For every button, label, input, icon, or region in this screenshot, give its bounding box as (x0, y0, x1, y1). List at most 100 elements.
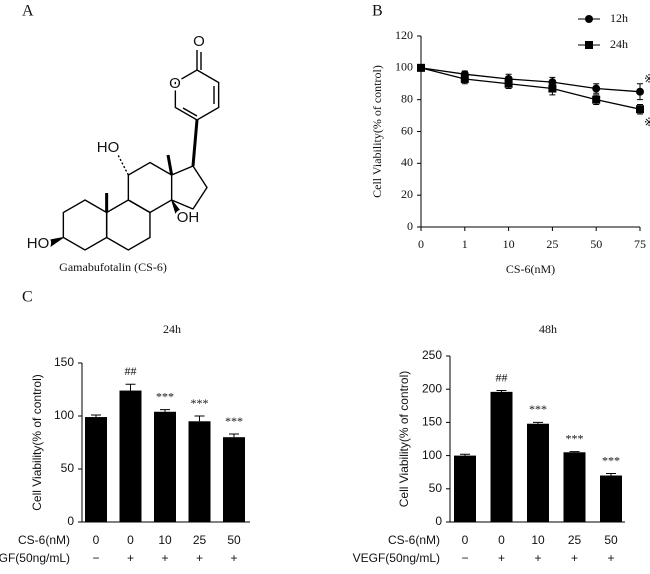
error-bar (160, 409, 170, 412)
atom-label: HO (27, 235, 50, 252)
treatment-label: + (230, 551, 237, 565)
y-tick-label: 80 (401, 91, 413, 105)
treatment-label: − (461, 551, 468, 565)
bar (85, 417, 107, 522)
error-bar (194, 415, 205, 422)
annotation: ## (125, 364, 137, 378)
annotation: *** (566, 431, 584, 445)
x-tick-label: 50 (590, 237, 602, 251)
marker (417, 63, 425, 72)
annotation: *** (156, 389, 174, 403)
marker (460, 74, 469, 83)
y-tick-label: 100 (395, 60, 413, 74)
legend-label: 24h (610, 37, 628, 51)
y-tick-label: 100 (54, 408, 74, 422)
treatment-label: + (196, 551, 203, 565)
y-axis-label: Cell Viability(% of control) (397, 371, 411, 508)
row-label: CS-6(nM) (18, 533, 70, 547)
row-label: CS-6(nM) (388, 533, 440, 547)
caption: Gamabufotalin (CS-6) (59, 260, 167, 274)
category-label: 0 (127, 533, 134, 547)
treatment-label: + (161, 551, 168, 565)
atom-label: O (193, 33, 205, 50)
y-axis-label: Cell Viability(% of control) (30, 374, 44, 511)
error-bar (496, 390, 507, 392)
marker (592, 84, 601, 93)
bar (527, 423, 549, 522)
chart-title: 24h (163, 322, 181, 336)
bar (223, 437, 245, 522)
marker (585, 41, 593, 49)
category-label: 10 (158, 533, 172, 547)
error-bar (125, 383, 136, 391)
series-line (420, 67, 641, 110)
y-tick-label: 20 (401, 187, 413, 201)
y-tick-label: 40 (401, 155, 413, 169)
chart-title: 48h (539, 322, 557, 336)
y-tick-label: 250 (422, 348, 442, 362)
treatment-label: + (534, 551, 541, 565)
category-label: 25 (568, 533, 582, 547)
x-axis-label: CS-6(nM) (506, 262, 555, 276)
series-line (420, 67, 641, 93)
error-bar (229, 433, 239, 438)
x-tick-label: 10 (503, 237, 515, 251)
atom-label: OH (177, 209, 200, 226)
treatment-label: + (607, 551, 614, 565)
structure (49, 50, 220, 251)
x-tick-label: 0 (418, 237, 424, 251)
legend-label: 12h (610, 11, 628, 25)
bar (563, 452, 586, 522)
bar (154, 411, 176, 522)
annotation: *** (225, 414, 243, 428)
category-label: 0 (498, 533, 505, 547)
atom-label: O (169, 75, 181, 92)
y-tick-label: 50 (429, 481, 443, 495)
annotation: ※ (644, 71, 650, 85)
y-axis-label: Cell Viability(% of control) (370, 65, 384, 198)
treatment-label: + (127, 551, 134, 565)
y-tick-label: 120 (395, 28, 413, 42)
bar (454, 455, 476, 522)
annotation: *** (602, 453, 620, 467)
y-tick-label: 0 (435, 514, 442, 528)
y-tick-label: 0 (67, 514, 74, 528)
error-bar (91, 414, 101, 418)
y-tick-label: 150 (54, 355, 74, 369)
bar (119, 390, 142, 522)
y-tick-label: 50 (61, 461, 75, 475)
y-tick-label: 100 (422, 448, 442, 462)
row-label: VEGF(50ng/mL) (353, 551, 440, 565)
marker (592, 95, 601, 104)
error-bar (606, 473, 616, 476)
panel-label: C (22, 289, 33, 306)
marker (636, 87, 644, 96)
error-bar (533, 421, 543, 424)
marker (636, 105, 644, 114)
bar (188, 421, 211, 522)
panel-label: B (372, 3, 383, 20)
treatment-label: − (92, 551, 99, 565)
category-label: 50 (604, 533, 618, 547)
annotation: *** (529, 402, 547, 416)
marker (504, 79, 513, 88)
error-bar (460, 453, 470, 456)
x-tick-label: 75 (634, 237, 646, 251)
panel-label: A (22, 3, 34, 20)
marker (585, 15, 593, 23)
treatment-label: + (498, 551, 505, 565)
category-label: 10 (531, 533, 545, 547)
error-bar (569, 451, 580, 453)
annotation: ※ (644, 115, 650, 129)
category-label: 50 (227, 533, 241, 547)
y-tick-label: 150 (422, 415, 442, 429)
category-label: 0 (93, 533, 100, 547)
annotation: ## (496, 370, 508, 384)
bar (490, 391, 513, 522)
y-tick-label: 200 (422, 381, 442, 395)
treatment-label: + (571, 551, 578, 565)
x-tick-label: 1 (462, 237, 468, 251)
category-label: 0 (462, 533, 469, 547)
marker (548, 84, 557, 93)
